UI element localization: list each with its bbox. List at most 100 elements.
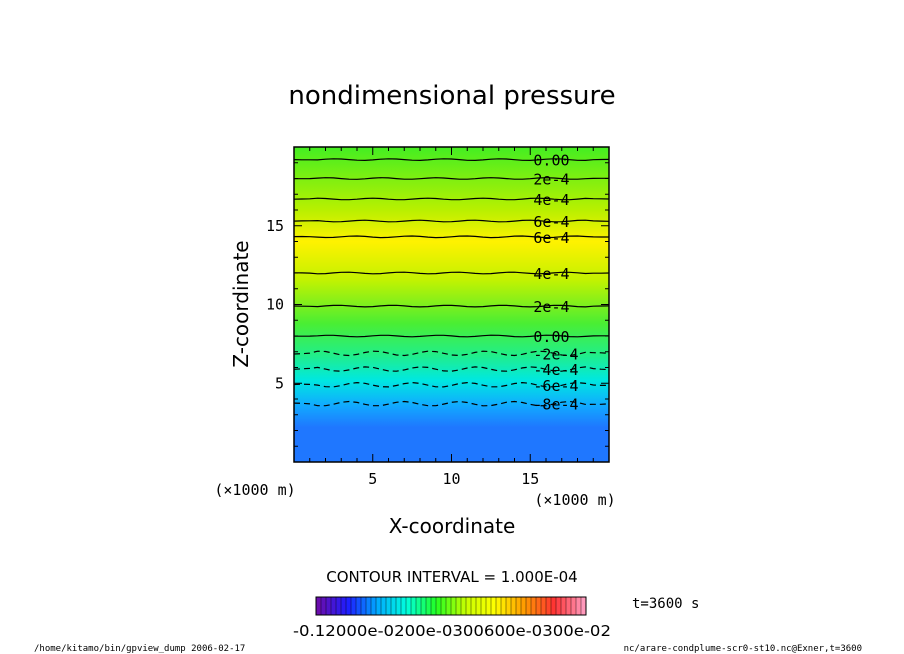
contour-interval-label: CONTOUR INTERVAL = 1.000E-04 xyxy=(326,568,577,586)
contour-line xyxy=(293,350,610,357)
colorbar-swatch xyxy=(325,596,332,616)
contour-label: 0.00 xyxy=(533,328,569,346)
colorbar-swatch xyxy=(395,596,402,616)
x-tick-label: 5 xyxy=(368,470,377,488)
contour-line xyxy=(294,334,609,338)
colorbar-swatch xyxy=(355,596,362,616)
colorbar-swatch xyxy=(435,596,442,616)
colorbar-swatch xyxy=(450,596,457,616)
contour-label: -4e-4 xyxy=(533,361,578,379)
colorbar-swatch xyxy=(480,596,487,616)
colorbar-swatch xyxy=(485,596,492,616)
colorbar-swatch xyxy=(415,596,422,616)
contour-label: -6e-4 xyxy=(533,377,578,395)
y-tick-label: 10 xyxy=(266,296,284,314)
colorbar-swatch xyxy=(575,596,582,616)
contour-label: 2e-4 xyxy=(533,298,569,316)
y-axis-ticks: 5 10 15 xyxy=(266,162,609,447)
contour-lines xyxy=(293,158,610,407)
footer-left: /home/kitamo/bin/gpview_dump 2006-02-17 xyxy=(34,644,245,654)
contour-label: 4e-4 xyxy=(533,265,569,283)
colorbar-labels: -0.12000e-0200e-0300600e-0300e-02 xyxy=(293,622,611,640)
colorbar-swatch xyxy=(380,596,387,616)
colorbar-swatch xyxy=(555,596,562,616)
x-axis-title: X-coordinate xyxy=(389,514,516,538)
contour-label: -2e-4 xyxy=(533,345,578,363)
colorbar-frame xyxy=(315,596,587,616)
colorbar-swatch xyxy=(525,596,532,616)
colorbar-swatch xyxy=(560,596,567,616)
contour-label: 6e-4 xyxy=(533,213,569,231)
footer-right: nc/arare-condplume-scr0-st10.nc@Exner,t=… xyxy=(624,644,862,654)
y-tick-label: 5 xyxy=(275,374,284,392)
colorbar-swatch xyxy=(530,596,537,616)
colorbar-swatch xyxy=(335,596,342,616)
colorbar-swatch xyxy=(440,596,447,616)
chart-title: nondimensional pressure xyxy=(288,81,615,111)
colorbar-swatch xyxy=(315,596,322,616)
contour-line xyxy=(293,235,609,239)
colorbar-swatch xyxy=(320,596,327,616)
y-axis-title: Z-coordinate xyxy=(229,240,253,367)
colorbar-swatch xyxy=(410,596,417,616)
contour-label: 4e-4 xyxy=(533,191,569,209)
colorbar-swatch xyxy=(490,596,497,616)
colorbar-swatch xyxy=(370,596,377,616)
y-tick-label: 15 xyxy=(266,217,284,235)
colorbar-swatch xyxy=(550,596,557,616)
colorbar-swatch xyxy=(515,596,522,616)
y-unit-label: (×1000 m) xyxy=(214,481,295,499)
colorbar-swatch xyxy=(360,596,367,616)
colorbar-swatch xyxy=(430,596,437,616)
x-tick-label: 10 xyxy=(442,470,460,488)
colorbar-swatch xyxy=(350,596,357,616)
colorbar-swatch xyxy=(420,596,427,616)
colorbar-swatch xyxy=(570,596,577,616)
contour-line xyxy=(293,304,610,308)
contour-label: 6e-4 xyxy=(533,229,569,247)
colorbar-swatch xyxy=(460,596,467,616)
colorbar-swatch xyxy=(405,596,412,616)
colorbar-swatch xyxy=(535,596,542,616)
contour-label: 2e-4 xyxy=(533,171,569,189)
colorbar-swatch xyxy=(565,596,572,616)
colorbar-swatch xyxy=(465,596,472,616)
colorbar-swatch xyxy=(520,596,527,616)
colorbar-swatch xyxy=(475,596,482,616)
time-label: t=3600 s xyxy=(632,596,699,612)
colorbar-swatch xyxy=(470,596,477,616)
colorbar-swatch xyxy=(540,596,547,616)
colorbar-swatch xyxy=(390,596,397,616)
contour-label: 0.00 xyxy=(533,152,569,170)
colorbar-swatch xyxy=(495,596,502,616)
colorbar-swatch xyxy=(375,596,382,616)
contour-line xyxy=(293,219,610,223)
contour-line xyxy=(293,366,610,372)
colorbar-swatch xyxy=(385,596,392,616)
x-tick-label: 15 xyxy=(521,470,539,488)
colorbar-swatch xyxy=(455,596,462,616)
contour-line xyxy=(293,271,610,275)
contour-label: -8e-4 xyxy=(533,396,578,414)
colorbar-swatch xyxy=(340,596,347,616)
colorbar-swatch xyxy=(445,596,452,616)
contour-line xyxy=(293,158,610,162)
colorbar xyxy=(315,596,587,616)
colorbar-swatch xyxy=(545,596,552,616)
contour-labels: 0.002e-44e-46e-46e-44e-42e-40.00-2e-4-4e… xyxy=(533,152,578,414)
colorbar-swatch xyxy=(500,596,507,616)
contour-line xyxy=(293,381,609,388)
colorbar-swatch xyxy=(345,596,352,616)
x-unit-label: (×1000 m) xyxy=(534,491,615,509)
contour-line xyxy=(293,400,610,407)
contour-line xyxy=(294,177,609,180)
x-axis-ticks: 5 10 15 xyxy=(309,147,594,488)
colorbar-swatch xyxy=(425,596,432,616)
colorbar-swatch xyxy=(365,596,372,616)
colorbar-swatch xyxy=(510,596,517,616)
colorbar-swatch xyxy=(505,596,512,616)
colorbar-swatch xyxy=(330,596,337,616)
contour-line xyxy=(293,197,610,201)
colorbar-swatch xyxy=(400,596,407,616)
